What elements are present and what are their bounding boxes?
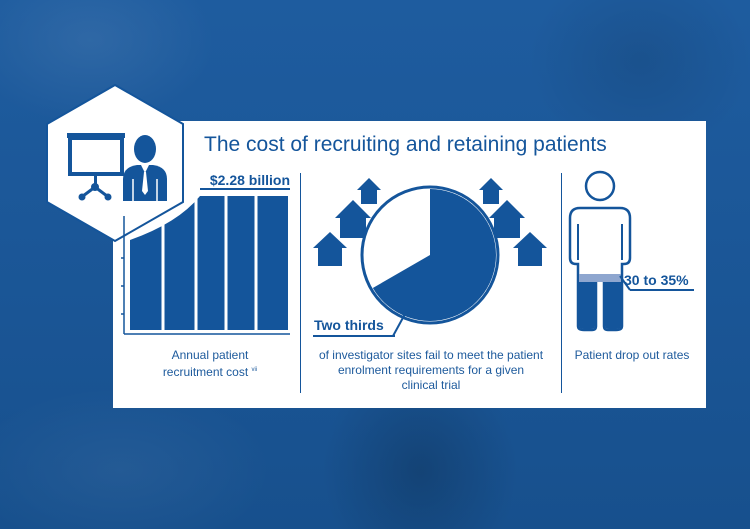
cost-bars: [130, 196, 288, 330]
recruitment-cost-graphic: $2.28 billion: [121, 172, 290, 335]
sites-caption-line3: clinical trial: [401, 378, 461, 392]
recruitment-caption-line2: recruitment cost vii: [130, 363, 290, 380]
hexagon-shape: [46, 83, 184, 243]
presenter-badge: [46, 83, 184, 243]
sites-caption-line1: of investigator sites fail to meet the p…: [318, 348, 544, 362]
dropout-band: [579, 274, 621, 282]
sites-caption-line2: enrolment requirements for a given: [337, 363, 525, 377]
divider-left: [300, 173, 301, 393]
person-outline-icon: [568, 170, 694, 332]
dropout-legs: [579, 282, 595, 329]
recruitment-cost-value: $2.28 billion: [210, 172, 290, 188]
sites-value: Two thirds: [314, 317, 384, 333]
presentation-board-person-icon: [67, 133, 167, 201]
sites-caption: of investigator sites fail to meet the p…: [306, 348, 556, 393]
pie-slice-two-thirds: [372, 189, 496, 321]
sites-pie-chart: [360, 185, 500, 325]
recruitment-footnote: vii: [251, 367, 258, 373]
infographic-title: The cost of recruiting and retaining pat…: [204, 133, 607, 156]
house-arrows-icon: [313, 178, 547, 266]
recruitment-caption-line1: Annual patient: [171, 348, 249, 362]
recruitment-caption-text: recruitment cost: [162, 365, 249, 379]
dropout-caption: Patient drop out rates: [574, 348, 690, 362]
divider-right: [561, 173, 562, 393]
sites-graphic: [313, 178, 547, 337]
dropout-value: 30 to 35%: [624, 272, 689, 288]
recruitment-caption: Annual patient recruitment cost vii: [130, 348, 290, 380]
